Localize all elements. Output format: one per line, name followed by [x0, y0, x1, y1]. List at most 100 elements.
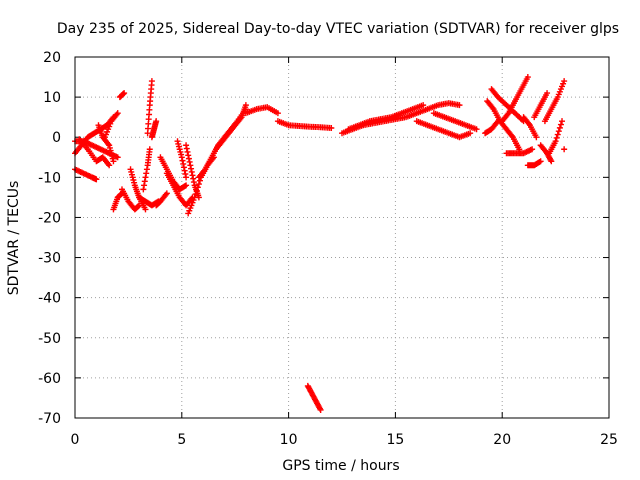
tick-layer: 0 5 10 15 20 25 20 10 0 -10 -20 -30 -40 -50 -60 -70	[38, 50, 618, 448]
data-point	[93, 176, 100, 183]
data-points	[72, 74, 568, 413]
chart-title: Day 235 of 2025, Sidereal Day-to-day VTE…	[57, 21, 619, 37]
data-point	[183, 174, 190, 181]
series-t41	[561, 146, 568, 153]
data-point	[561, 78, 568, 85]
data-point	[186, 158, 193, 165]
y-tick-label: 10	[43, 90, 61, 106]
data-point	[189, 172, 196, 179]
data-point	[555, 128, 562, 135]
series-t17	[163, 170, 196, 209]
data-point	[533, 134, 540, 141]
series-t24	[274, 118, 335, 131]
y-tick-label: 0	[52, 130, 61, 146]
data-point	[553, 134, 560, 141]
data-point	[179, 157, 186, 164]
x-tick-label: 15	[386, 432, 404, 448]
series-t27	[345, 102, 427, 133]
data-point	[193, 187, 200, 194]
series-t28	[413, 118, 474, 141]
data-point	[143, 166, 150, 173]
x-tick-label: 20	[493, 432, 511, 448]
data-point	[114, 154, 121, 161]
data-point	[548, 158, 555, 165]
x-tick-label: 0	[71, 432, 80, 448]
data-point	[110, 158, 117, 165]
series-t9	[118, 186, 143, 213]
data-point	[559, 118, 566, 125]
series-t29	[430, 110, 480, 133]
series-t30	[482, 118, 501, 137]
data-point	[142, 174, 149, 181]
data-point	[140, 186, 147, 193]
data-point	[190, 179, 197, 186]
plot-frame	[74, 56, 610, 419]
y-tick-label: -10	[38, 170, 61, 186]
y-tick-label: -20	[38, 210, 61, 226]
series-t36	[531, 90, 551, 121]
y-tick-label: -50	[38, 331, 61, 347]
series-t38	[541, 78, 568, 125]
data-point	[420, 102, 427, 109]
series-t13	[144, 78, 155, 137]
data-point	[121, 90, 128, 97]
data-point	[556, 124, 563, 131]
x-tick-label: 5	[177, 432, 186, 448]
data-point	[148, 78, 155, 85]
data-point	[557, 121, 564, 128]
data-point	[190, 175, 197, 182]
data-point	[183, 145, 190, 152]
data-point	[141, 182, 148, 189]
series-t34	[503, 146, 536, 157]
series-t23	[242, 104, 281, 117]
data-point	[195, 181, 202, 188]
data-point	[328, 124, 335, 131]
data-point	[182, 170, 189, 177]
data-point	[142, 206, 149, 213]
data-point	[192, 191, 199, 198]
grid-layer	[75, 57, 609, 418]
data-point	[180, 160, 187, 167]
x-axis-label: GPS time / hours	[282, 458, 399, 474]
data-point	[242, 102, 249, 109]
data-point	[114, 110, 121, 117]
data-point	[544, 90, 551, 97]
series-t5	[95, 122, 117, 165]
series-t8	[116, 90, 128, 101]
data-point	[467, 130, 474, 137]
data-point	[188, 168, 195, 175]
data-point	[183, 182, 190, 189]
series-t15	[153, 190, 170, 209]
x-tick-label: 10	[280, 432, 298, 448]
series-t35	[520, 114, 540, 141]
data-point	[552, 138, 559, 145]
series-t31	[484, 98, 523, 153]
data-point	[529, 146, 536, 153]
data-point	[181, 167, 188, 174]
series-t12	[140, 146, 153, 193]
data-point	[537, 158, 544, 165]
data-point	[188, 165, 195, 172]
data-point	[183, 142, 190, 149]
data-point	[141, 178, 148, 185]
data-point	[187, 162, 194, 169]
data-point	[473, 126, 480, 133]
x-tick-label: 25	[600, 432, 618, 448]
series-t4	[76, 136, 113, 169]
y-tick-label: -30	[38, 251, 61, 267]
data-point	[180, 164, 187, 171]
series-t25	[304, 382, 324, 413]
data-point	[524, 74, 531, 81]
series-t6	[101, 110, 121, 141]
data-point	[274, 110, 281, 117]
series-t33	[499, 74, 531, 125]
data-point	[163, 190, 170, 197]
data-point	[194, 184, 201, 191]
series-t37	[537, 142, 555, 165]
data-point	[143, 170, 150, 177]
y-tick-label: -70	[38, 411, 61, 427]
y-tick-label: -40	[38, 291, 61, 307]
data-point	[185, 152, 192, 159]
series-t18	[174, 138, 190, 181]
